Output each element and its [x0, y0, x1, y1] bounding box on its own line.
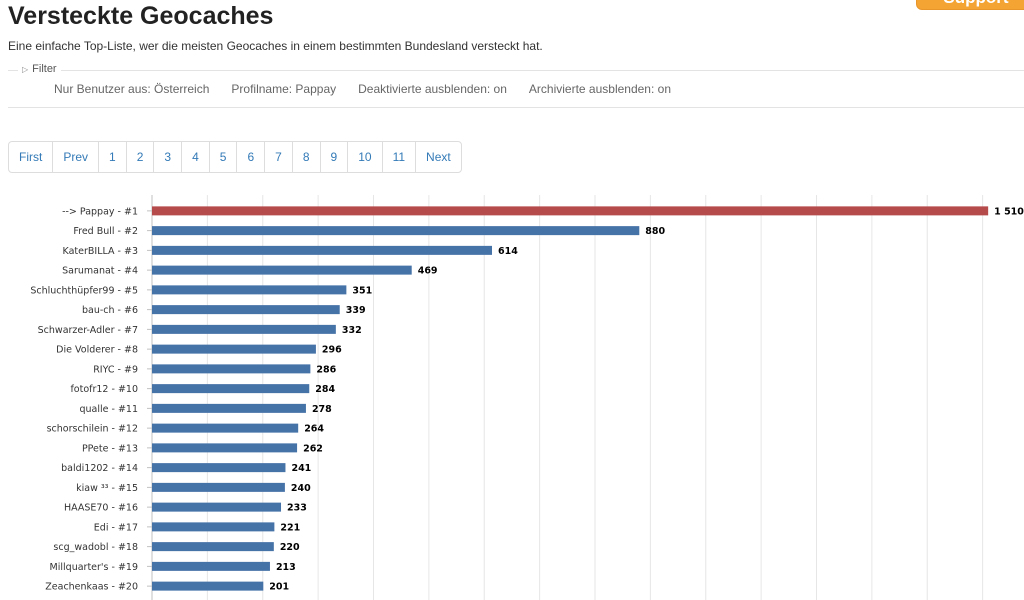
page-next-button[interactable]: Next — [426, 150, 451, 164]
category-label: PPete - #13 — [82, 443, 138, 454]
support-button[interactable]: Support — [916, 0, 1024, 10]
filter-toggle[interactable]: ▷ Filter — [18, 63, 61, 75]
bar — [152, 581, 264, 591]
value-label: 213 — [276, 562, 296, 573]
category-label: bau-ch - #6 — [82, 305, 138, 316]
triangle-right-icon: ▷ — [22, 64, 29, 74]
bar — [152, 463, 286, 473]
category-label: schorschilein - #12 — [47, 424, 138, 435]
value-label: 233 — [287, 503, 307, 514]
filter-values: Nur Benutzer aus: Österreich Profilname:… — [54, 82, 671, 96]
page-11-button[interactable]: 11 — [383, 142, 417, 172]
bar — [152, 502, 282, 512]
category-label: Schluchthüpfer99 - #5 — [30, 285, 138, 296]
bar — [152, 344, 316, 354]
category-label: Fred Bull - #2 — [73, 226, 138, 237]
value-label: 241 — [291, 463, 311, 474]
page-2-button[interactable]: 2 — [127, 142, 155, 172]
page-title: Versteckte Geocaches — [8, 2, 274, 30]
bar — [152, 285, 347, 295]
value-label: 469 — [418, 266, 438, 277]
page-10-button[interactable]: 10 — [348, 142, 383, 172]
page-9-button[interactable]: 9 — [321, 142, 349, 172]
filter-panel: ▷ Filter Nur Benutzer aus: Österreich Pr… — [8, 63, 1024, 108]
value-label: 262 — [303, 443, 323, 454]
page-8-button[interactable]: 8 — [293, 142, 321, 172]
value-label: 351 — [352, 285, 372, 296]
category-label: KaterBILLA - #3 — [63, 246, 138, 257]
category-label: HAASE70 - #16 — [64, 503, 138, 514]
filter-country: Nur Benutzer aus: Österreich — [54, 82, 210, 96]
category-label: --> Pappay - #1 — [62, 206, 138, 217]
value-label: 332 — [342, 325, 362, 336]
bar — [152, 561, 270, 571]
value-label: 286 — [316, 364, 336, 375]
value-label: 880 — [645, 226, 665, 237]
bar — [152, 265, 412, 275]
value-label: 201 — [269, 582, 289, 593]
bar — [152, 403, 306, 413]
filter-label: Filter — [32, 63, 57, 75]
category-label: scg_wadobl - #18 — [53, 542, 138, 553]
page-6-button[interactable]: 6 — [237, 142, 266, 172]
page-4-button[interactable]: 4 — [182, 142, 210, 172]
bar — [152, 482, 285, 492]
bar — [152, 443, 298, 453]
value-label: 220 — [280, 542, 300, 553]
value-label: 614 — [498, 246, 518, 257]
bar — [152, 226, 640, 236]
page-7-button[interactable]: 7 — [265, 142, 293, 172]
bar — [152, 364, 311, 374]
value-label: 1 510 — [994, 206, 1024, 217]
page-first-button[interactable]: First — [9, 142, 54, 172]
category-label: kiaw ³³ - #15 — [76, 483, 138, 494]
category-label: fotofr12 - #10 — [70, 384, 138, 395]
category-label: Schwarzer-Adler - #7 — [38, 325, 138, 336]
bar-chart: --> Pappay - #1 1 510 Fred Bull - #2 880 Kat… — [30, 195, 1024, 600]
page-1-button[interactable]: 1 — [99, 142, 127, 172]
value-label: 264 — [304, 424, 324, 435]
category-label: RIYC - #9 — [93, 364, 138, 375]
filter-deactivated: Deaktivierte ausblenden: on — [358, 82, 507, 96]
value-label: 284 — [315, 384, 335, 395]
category-label: Edi - #17 — [94, 522, 138, 533]
filter-profile: Profilname: Pappay — [231, 82, 337, 96]
bar — [152, 522, 275, 532]
value-label: 221 — [280, 522, 300, 533]
bar — [152, 542, 274, 552]
category-label: qualle - #11 — [79, 404, 138, 415]
value-label: 278 — [312, 404, 332, 415]
page-5-button[interactable]: 5 — [210, 142, 238, 172]
bar — [152, 423, 299, 433]
bar — [152, 305, 340, 315]
page-prev-button[interactable]: Prev — [53, 142, 100, 172]
page-3-button[interactable]: 3 — [154, 142, 183, 172]
category-label: Millquarter's - #19 — [50, 562, 138, 573]
value-label: 240 — [291, 483, 311, 494]
category-label: Sarumanat - #4 — [62, 266, 138, 277]
value-label: 296 — [322, 345, 342, 356]
bar — [152, 206, 989, 216]
value-label: 339 — [346, 305, 366, 316]
category-label: baldi1202 - #14 — [61, 463, 138, 474]
bar — [152, 384, 310, 394]
filter-archived: Archivierte ausblenden: on — [528, 82, 671, 96]
pagination: First Prev 1 2 3 4 5 6 7 8 9 10 11 Next — [8, 141, 462, 173]
page-subtitle: Eine einfache Top-Liste, wer die meisten… — [8, 39, 543, 53]
bar — [152, 324, 336, 334]
category-label: Zeachenkaas - #20 — [45, 582, 138, 593]
category-label: Die Volderer - #8 — [56, 345, 138, 356]
bar — [152, 245, 493, 255]
